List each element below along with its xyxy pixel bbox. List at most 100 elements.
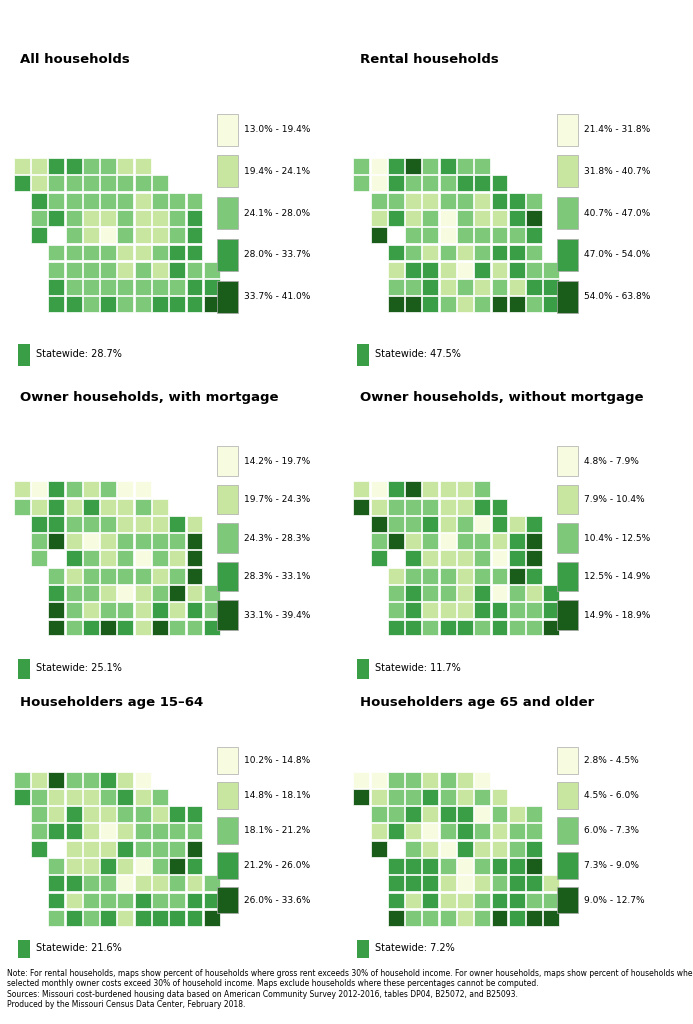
Bar (509, 620, 525, 636)
Bar (134, 210, 150, 226)
Bar (169, 876, 185, 891)
Bar (100, 499, 116, 514)
Bar (405, 516, 421, 531)
Bar (83, 245, 99, 260)
Bar (405, 620, 421, 636)
Bar (509, 227, 525, 243)
Bar (169, 262, 185, 278)
Bar (371, 841, 387, 857)
Bar (49, 534, 64, 549)
Bar (440, 534, 456, 549)
Bar (440, 481, 456, 498)
Bar (169, 210, 185, 226)
Bar (186, 280, 202, 295)
Bar (31, 772, 47, 787)
Bar (152, 534, 168, 549)
Bar (509, 245, 525, 260)
Bar (49, 296, 64, 312)
Text: 10.2% - 14.8%: 10.2% - 14.8% (244, 756, 310, 765)
Bar (405, 158, 421, 174)
Bar (509, 296, 525, 312)
Text: 14.8% - 18.1%: 14.8% - 18.1% (244, 791, 310, 800)
Bar (491, 806, 507, 822)
Bar (526, 841, 542, 857)
Bar (491, 280, 507, 295)
Bar (118, 193, 133, 209)
Bar (457, 585, 473, 601)
Bar (118, 602, 133, 618)
Bar (83, 788, 99, 805)
Bar (526, 567, 542, 584)
Bar (134, 585, 150, 601)
Bar (474, 193, 490, 209)
Bar (526, 823, 542, 840)
Bar (169, 280, 185, 295)
Bar (474, 772, 490, 787)
Bar (474, 893, 490, 908)
Bar (388, 909, 404, 926)
Bar (457, 193, 473, 209)
Bar (100, 909, 116, 926)
Text: 13.0% - 19.4%: 13.0% - 19.4% (244, 125, 310, 134)
Bar (440, 806, 456, 822)
Bar (31, 788, 47, 805)
Bar (509, 823, 525, 840)
Text: Statewide: 28.7%: Statewide: 28.7% (35, 349, 121, 359)
Bar (83, 772, 99, 787)
Bar (388, 876, 404, 891)
Bar (49, 788, 64, 805)
Bar (186, 245, 202, 260)
Text: 21.4% - 31.8%: 21.4% - 31.8% (584, 125, 650, 134)
Bar (491, 499, 507, 514)
Bar (152, 841, 168, 857)
Bar (543, 876, 559, 891)
Text: 12.5% - 14.9%: 12.5% - 14.9% (584, 572, 650, 581)
Bar (100, 158, 116, 174)
Bar (169, 806, 185, 822)
Bar (353, 481, 369, 498)
Bar (83, 296, 99, 312)
Bar (118, 210, 133, 226)
Bar (474, 788, 490, 805)
Bar (388, 158, 404, 174)
Bar (204, 262, 220, 278)
Bar (152, 175, 168, 191)
Bar (186, 909, 202, 926)
Bar (491, 227, 507, 243)
Bar (169, 551, 185, 566)
Text: 2.8% - 4.5%: 2.8% - 4.5% (584, 756, 638, 765)
Bar (440, 551, 456, 566)
Bar (405, 788, 421, 805)
Bar (423, 481, 439, 498)
Bar (474, 245, 490, 260)
Bar (152, 788, 168, 805)
Bar (217, 114, 238, 145)
Bar (440, 296, 456, 312)
Bar (491, 620, 507, 636)
Bar (66, 602, 82, 618)
Bar (100, 823, 116, 840)
Bar (118, 806, 133, 822)
Bar (457, 620, 473, 636)
Text: 6.0% - 7.3%: 6.0% - 7.3% (584, 825, 639, 835)
Bar (134, 876, 150, 891)
Bar (31, 806, 47, 822)
Bar (526, 516, 542, 531)
Bar (457, 227, 473, 243)
Bar (83, 227, 99, 243)
Bar (152, 262, 168, 278)
Bar (388, 772, 404, 787)
Bar (526, 909, 542, 926)
Bar (118, 280, 133, 295)
Bar (440, 175, 456, 191)
Bar (491, 175, 507, 191)
Bar (100, 620, 116, 636)
Bar (423, 262, 439, 278)
Bar (186, 296, 202, 312)
Bar (204, 296, 220, 312)
Bar (152, 210, 168, 226)
Bar (405, 567, 421, 584)
Bar (217, 562, 238, 591)
Bar (457, 296, 473, 312)
Bar (134, 620, 150, 636)
